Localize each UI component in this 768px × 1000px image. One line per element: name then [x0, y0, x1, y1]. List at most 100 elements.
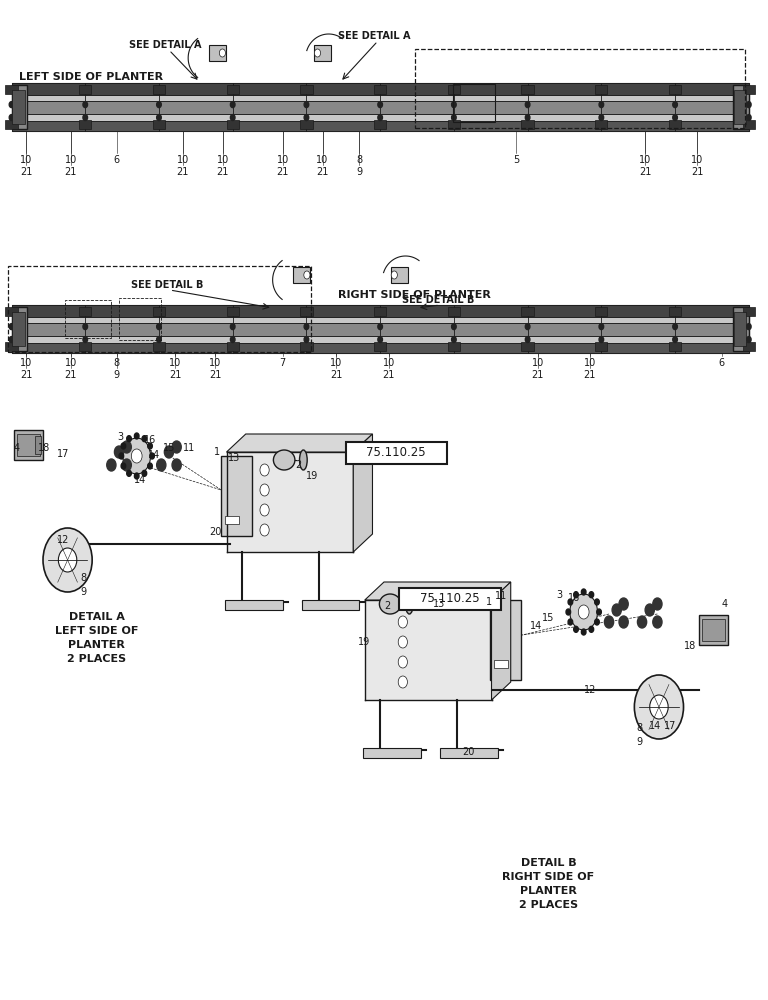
Circle shape [599, 337, 604, 343]
Text: 1: 1 [486, 597, 492, 607]
Polygon shape [492, 582, 511, 700]
Circle shape [568, 619, 573, 625]
Circle shape [157, 115, 161, 121]
Bar [12, 85, 27, 129]
Bar [227, 307, 239, 316]
Bar [521, 120, 534, 129]
Text: 11: 11 [495, 591, 508, 601]
Ellipse shape [300, 450, 307, 470]
Bar [391, 267, 408, 283]
Circle shape [574, 592, 578, 598]
Circle shape [578, 605, 589, 619]
Bar [448, 307, 460, 316]
Bar [5, 342, 18, 351]
Circle shape [157, 324, 161, 330]
Circle shape [260, 484, 269, 496]
Bar [595, 85, 607, 94]
Bar [225, 600, 283, 610]
Circle shape [452, 115, 456, 121]
Circle shape [122, 441, 131, 453]
Text: 10: 10 [65, 358, 77, 368]
Circle shape [589, 592, 594, 598]
Bar [669, 342, 681, 351]
Circle shape [147, 443, 152, 449]
Circle shape [599, 115, 604, 121]
Circle shape [746, 324, 751, 330]
Text: 18: 18 [38, 443, 51, 453]
Circle shape [83, 337, 88, 343]
Text: 21: 21 [584, 370, 596, 380]
Bar [17, 434, 40, 456]
Text: 15: 15 [542, 613, 554, 623]
Text: 8: 8 [356, 155, 362, 165]
Bar [733, 307, 749, 351]
Bar [733, 85, 749, 129]
Bar [521, 307, 534, 316]
Text: 21: 21 [177, 167, 189, 177]
Text: 10: 10 [177, 155, 189, 165]
Circle shape [134, 433, 139, 439]
Ellipse shape [379, 594, 401, 614]
Bar [363, 748, 421, 758]
Bar [12, 312, 25, 346]
Bar [448, 85, 460, 94]
Bar [79, 85, 91, 94]
Circle shape [612, 604, 621, 616]
Text: 19: 19 [358, 637, 370, 647]
Circle shape [634, 675, 684, 739]
Text: DETAIL A
LEFT SIDE OF
PLANTER
2 PLACES: DETAIL A LEFT SIDE OF PLANTER 2 PLACES [55, 612, 138, 664]
Bar [734, 90, 746, 124]
Polygon shape [365, 582, 511, 600]
Circle shape [119, 453, 124, 459]
Text: 15: 15 [163, 443, 175, 453]
Text: 20: 20 [209, 527, 221, 537]
Circle shape [230, 324, 235, 330]
Text: 10: 10 [316, 155, 329, 165]
Bar [5, 85, 18, 94]
Circle shape [157, 337, 161, 343]
Bar [79, 342, 91, 351]
Text: 10: 10 [20, 358, 32, 368]
Circle shape [604, 616, 614, 628]
Text: 10: 10 [531, 358, 544, 368]
Circle shape [574, 626, 578, 632]
Circle shape [58, 548, 77, 572]
Bar [12, 323, 749, 336]
Bar [595, 120, 607, 129]
Bar [440, 748, 498, 758]
Circle shape [589, 626, 594, 632]
Circle shape [9, 337, 14, 343]
Circle shape [599, 102, 604, 108]
Text: 16: 16 [568, 593, 581, 603]
Text: 21: 21 [316, 167, 329, 177]
Circle shape [619, 598, 628, 610]
Circle shape [637, 616, 647, 628]
Circle shape [378, 337, 382, 343]
Text: 3: 3 [118, 432, 124, 442]
Bar [374, 307, 386, 316]
Circle shape [157, 459, 166, 471]
Circle shape [121, 443, 126, 449]
Circle shape [452, 337, 456, 343]
Circle shape [525, 324, 530, 330]
Circle shape [581, 589, 586, 595]
Text: 11: 11 [183, 443, 195, 453]
Text: 9: 9 [114, 370, 120, 380]
Text: 21: 21 [209, 370, 221, 380]
Circle shape [673, 324, 677, 330]
Text: 14: 14 [134, 475, 146, 485]
Circle shape [594, 619, 599, 625]
Text: 8: 8 [637, 723, 643, 733]
Bar [227, 342, 239, 351]
Circle shape [650, 695, 668, 719]
Bar [669, 85, 681, 94]
Circle shape [230, 102, 235, 108]
Polygon shape [353, 434, 372, 552]
Text: 13: 13 [433, 599, 445, 609]
Text: 4: 4 [722, 599, 728, 609]
Text: SEE DETAIL B: SEE DETAIL B [402, 295, 474, 305]
Circle shape [398, 656, 407, 668]
Circle shape [123, 438, 151, 474]
Text: 6: 6 [114, 155, 120, 165]
Circle shape [83, 115, 88, 121]
